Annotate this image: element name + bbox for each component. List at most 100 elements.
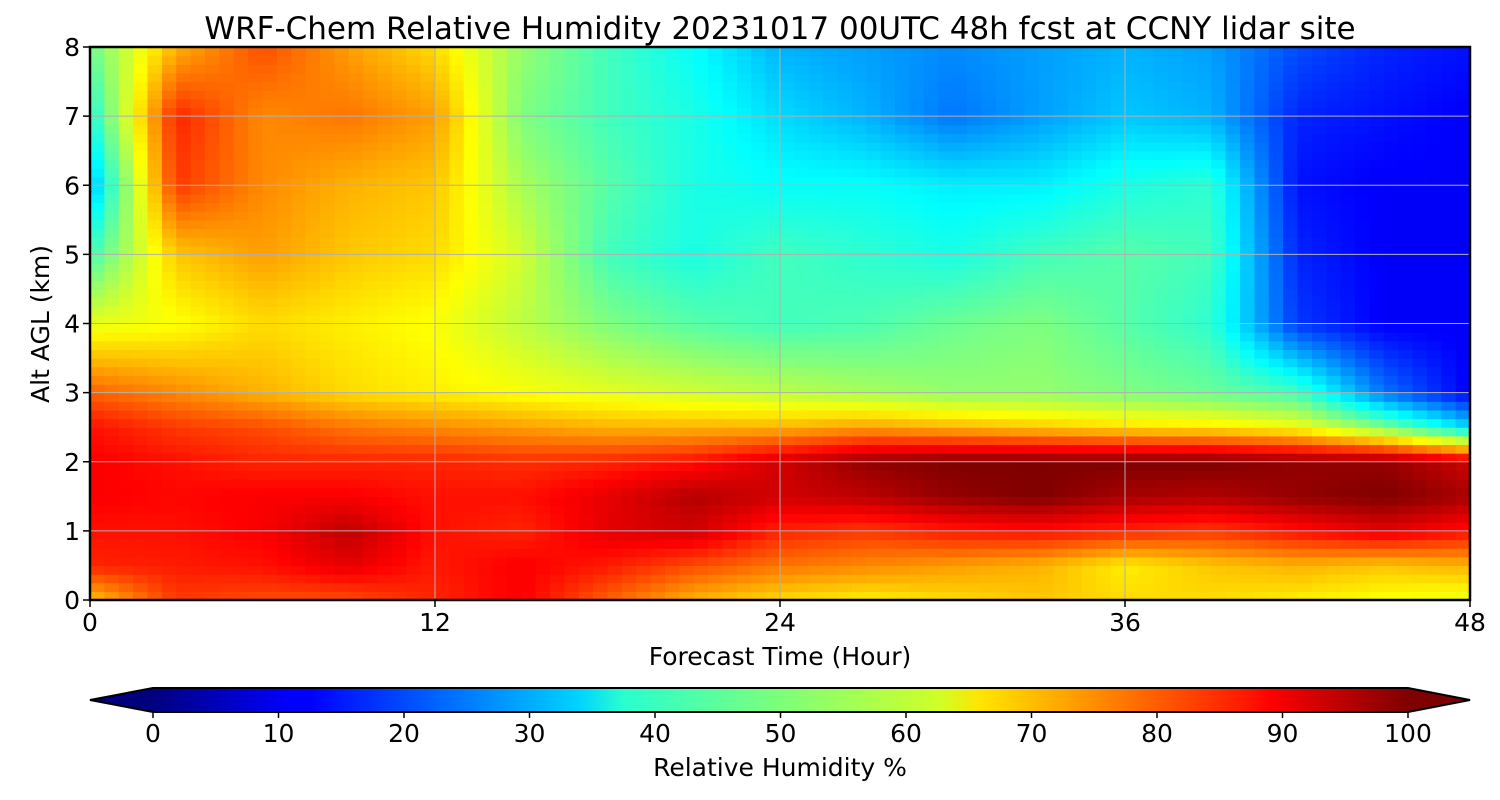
- heatmap-cell: [233, 392, 249, 402]
- heatmap-cell: [851, 444, 867, 454]
- heatmap-cell: [1024, 392, 1040, 402]
- heatmap-cell: [1240, 539, 1255, 549]
- heatmap-cell: [1110, 332, 1126, 342]
- heatmap-cell: [1182, 418, 1198, 428]
- heatmap-cell: [377, 167, 393, 178]
- heatmap-cell: [1369, 435, 1385, 446]
- heatmap-cell: [1240, 366, 1255, 376]
- heatmap-cell: [1153, 409, 1169, 420]
- heatmap-cell: [866, 288, 882, 299]
- heatmap-cell: [1139, 479, 1155, 489]
- heatmap-cell: [161, 202, 177, 212]
- heatmap-cell: [665, 150, 680, 160]
- heatmap-cell: [1254, 358, 1270, 368]
- heatmap-cell: [1240, 271, 1255, 281]
- heatmap-cell: [736, 487, 752, 497]
- heatmap-cell: [363, 314, 379, 325]
- heatmap-cell: [463, 539, 479, 549]
- heatmap-cell: [1153, 401, 1169, 411]
- heatmap-cell: [320, 435, 335, 446]
- heatmap-cell: [90, 185, 105, 195]
- heatmap-cell: [679, 470, 695, 480]
- heatmap-cell: [1254, 237, 1270, 247]
- heatmap-cell: [952, 487, 968, 497]
- heatmap-cell: [736, 193, 752, 204]
- heatmap-cell: [966, 211, 982, 221]
- heatmap-cell: [248, 530, 264, 541]
- heatmap-cell: [794, 358, 810, 368]
- heatmap-cell: [1283, 401, 1299, 411]
- heatmap-cell: [679, 479, 695, 489]
- heatmap-cell: [435, 409, 450, 420]
- heatmap-cell: [636, 237, 652, 247]
- heatmap-cell: [981, 193, 997, 204]
- heatmap-cell: [607, 332, 623, 342]
- heatmap-cell: [521, 548, 537, 558]
- heatmap-cell: [1340, 150, 1356, 160]
- heatmap-cell: [133, 358, 149, 368]
- heatmap-cell: [880, 418, 896, 428]
- heatmap-cell: [1196, 159, 1212, 169]
- heatmap-cell: [219, 591, 235, 600]
- heatmap-cell: [751, 530, 767, 541]
- heatmap-cell: [147, 513, 163, 523]
- heatmap-cell: [377, 245, 393, 255]
- heatmap-cell: [1110, 383, 1126, 394]
- heatmap-cell: [233, 539, 249, 549]
- heatmap-cell: [1297, 530, 1313, 541]
- heatmap-cell: [1398, 582, 1414, 592]
- heatmap-cell: [449, 574, 465, 584]
- heatmap-cell: [1268, 288, 1284, 299]
- heatmap-cell: [1110, 427, 1126, 437]
- heatmap-cell: [449, 582, 465, 592]
- heatmap-cell: [463, 349, 479, 359]
- heatmap-cell: [607, 254, 623, 264]
- heatmap-cell: [305, 332, 321, 342]
- heatmap-cell: [621, 254, 637, 264]
- heatmap-cell: [1096, 245, 1112, 255]
- heatmap-cell: [909, 556, 925, 567]
- heatmap-cell: [1297, 461, 1313, 471]
- heatmap-cell: [708, 375, 724, 385]
- heatmap-cell: [535, 375, 551, 385]
- heatmap-cell: [665, 228, 680, 238]
- heatmap-cell: [176, 193, 192, 204]
- heatmap-cell: [334, 332, 350, 342]
- heatmap-cell: [1053, 159, 1069, 169]
- heatmap-cell: [1182, 375, 1198, 385]
- heatmap-cell: [923, 366, 939, 376]
- heatmap-cell: [334, 453, 350, 463]
- heatmap-cell: [205, 288, 220, 299]
- heatmap-cell: [205, 211, 220, 221]
- heatmap-cell: [1125, 427, 1140, 437]
- heatmap-cell: [923, 228, 939, 238]
- heatmap-cell: [593, 254, 609, 264]
- heatmap-cell: [190, 297, 206, 307]
- heatmap-cell: [923, 263, 939, 273]
- heatmap-cell: [1067, 254, 1083, 264]
- heatmap-cell: [1225, 280, 1241, 290]
- heatmap-cell: [621, 349, 637, 359]
- heatmap-cell: [693, 556, 709, 567]
- heatmap-cell: [133, 591, 149, 600]
- heatmap-cell: [1441, 288, 1457, 299]
- heatmap-cell: [420, 530, 436, 541]
- heatmap-cell: [808, 228, 824, 238]
- heatmap-cell: [923, 565, 939, 575]
- heatmap-cell: [377, 496, 393, 506]
- heatmap-cell: [1110, 461, 1126, 471]
- heatmap-cell: [650, 288, 666, 299]
- heatmap-cell: [1268, 202, 1284, 212]
- heatmap-cell: [435, 418, 450, 428]
- heatmap-cell: [1225, 228, 1241, 238]
- heatmap-cell: [650, 401, 666, 411]
- heatmap-cell: [1153, 461, 1169, 471]
- heatmap-cell: [492, 582, 508, 592]
- heatmap-cell: [765, 193, 781, 204]
- heatmap-cell: [219, 280, 235, 290]
- heatmap-cell: [607, 340, 623, 351]
- heatmap-cell: [765, 504, 781, 515]
- heatmap-cell: [780, 513, 795, 523]
- heatmap-cell: [190, 263, 206, 273]
- heatmap-cell: [435, 487, 450, 497]
